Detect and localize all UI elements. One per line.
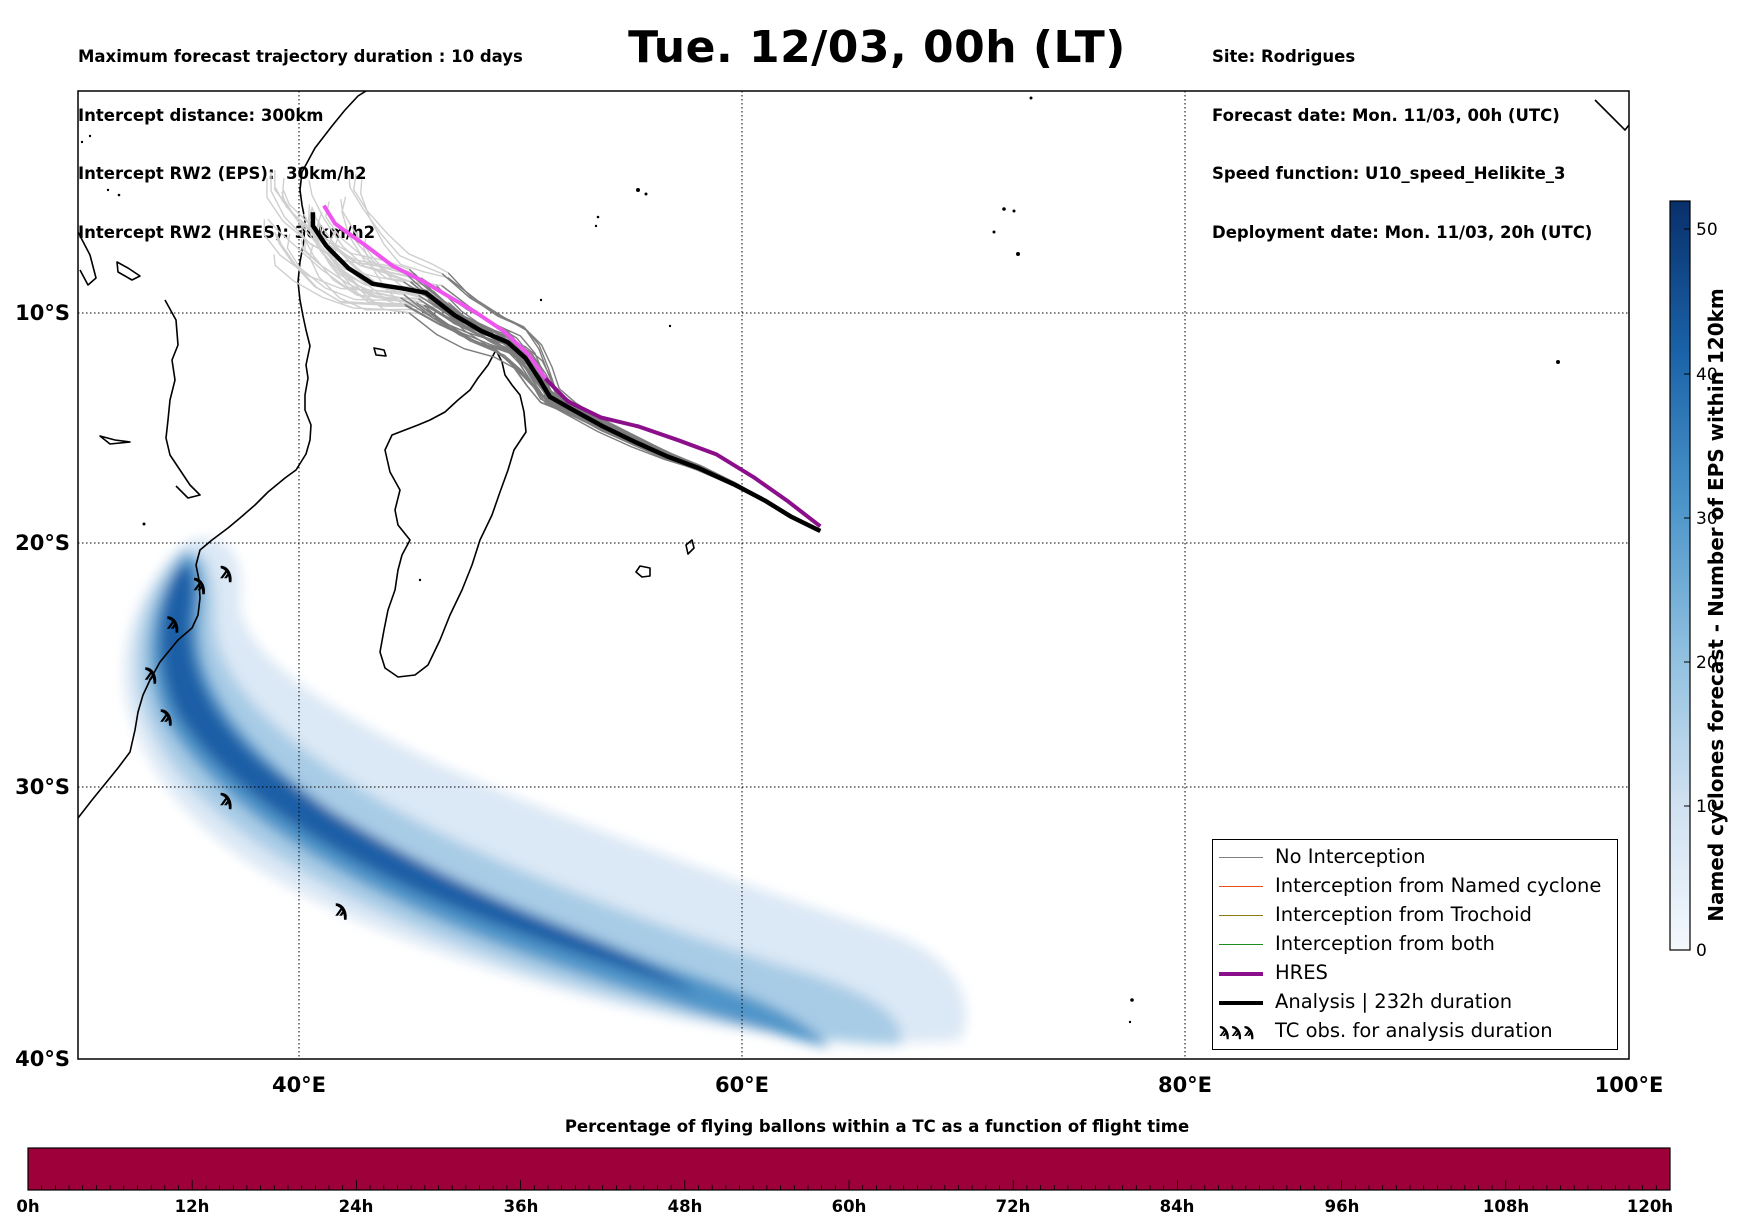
legend: No Interception Interception from Named …: [1212, 839, 1618, 1050]
flight-time-bar: 0h 12h 24h 36h 48h 60h 72h 84h 96h 108h …: [16, 1147, 1673, 1216]
lat-label-20s: 20°S: [15, 531, 70, 555]
colorbar-tick-50: 50: [1696, 220, 1718, 240]
hres-track-late: [322, 204, 548, 380]
legend-label: Interception from Named cyclone: [1275, 874, 1602, 897]
flight-time-bar-fill: [27, 1147, 1671, 1191]
lat-label-30s: 30°S: [15, 775, 70, 799]
intercept-distance-text: Intercept distance: 300km: [78, 105, 324, 125]
eps-member-early: [447, 277, 821, 532]
speed-function-text: Speed function: U10_speed_Helikite_3: [1212, 164, 1566, 183]
legend-item-named-cyclone: Interception from Named cyclone: [1213, 874, 1617, 898]
legend-label: Analysis | 232h duration: [1275, 990, 1513, 1013]
flight-tick-12h: 12h: [175, 1197, 210, 1216]
header-left-info: Maximum forecast trajectory duration : 1…: [78, 8, 523, 262]
tc-observation-icon: ϡ: [166, 610, 180, 635]
legend-item-hres: HRES: [1213, 961, 1617, 985]
eps-trajectories-early: [400, 268, 821, 532]
tc-observation-icon: ϡ: [160, 703, 174, 728]
legend-item-no-interception: No Interception: [1213, 845, 1617, 869]
map-frame: [77, 90, 1630, 1060]
flight-tick-84h: 84h: [1160, 1197, 1195, 1216]
legend-label: HRES: [1275, 961, 1328, 984]
eps-member-late: [341, 196, 471, 309]
eps-member-late: [276, 234, 440, 326]
hres-track-early: [544, 377, 822, 528]
eps-member-early: [404, 272, 821, 532]
eps-member-early: [439, 299, 821, 532]
flight-tick-108h: 108h: [1483, 1197, 1529, 1216]
legend-label: TC obs. for analysis duration: [1275, 1019, 1553, 1042]
cyclone-density-swath: [124, 538, 967, 1048]
flight-tick-36h: 36h: [504, 1197, 539, 1216]
eps-member-late: [313, 229, 455, 325]
eps-member-late: [274, 170, 438, 298]
analysis-track: [310, 212, 822, 534]
legend-item-trochoid: Interception from Trochoid: [1213, 903, 1617, 927]
tc-observation-icon: ϡ: [220, 559, 234, 584]
colorbar-tick-40: 40: [1696, 365, 1718, 385]
flight-tick-120h: 120h: [1627, 1197, 1673, 1216]
legend-label: Interception from both: [1275, 932, 1495, 955]
site-text: Site: Rodrigues: [1212, 47, 1356, 66]
flight-time-ticks: [27, 1180, 1671, 1190]
flight-tick-24h: 24h: [339, 1197, 374, 1216]
deployment-date-text: Deployment date: Mon. 11/03, 20h (UTC): [1212, 222, 1593, 242]
eps-member-late: [263, 219, 434, 319]
colorbar-label: Named cyclones forecast - Number of EPS …: [1704, 288, 1728, 922]
tc-symbol-icon: ϡϡϡ: [1219, 1020, 1256, 1041]
max-duration-text: Maximum forecast trajectory duration : 1…: [78, 47, 523, 66]
density-colorbar: 0 10 20 30 40 50: [1669, 200, 1718, 961]
lat-label-10s: 10°S: [15, 301, 70, 325]
lon-label-80e: 80°E: [1158, 1073, 1212, 1097]
legend-item-both: Interception from both: [1213, 932, 1617, 956]
eps-member-early: [447, 272, 821, 532]
flight-bar-title: Percentage of flying ballons within a TC…: [564, 1117, 1190, 1136]
colorbar-tick-30: 30: [1696, 509, 1718, 529]
eps-member-late: [348, 172, 471, 299]
legend-item-tc-obs: ϡϡϡ TC obs. for analysis duration: [1213, 1019, 1617, 1043]
page-title: Tue. 12/03, 00h (LT): [628, 22, 1126, 73]
tc-observation-icon: ϡ: [193, 571, 207, 596]
legend-item-analysis: Analysis | 232h duration: [1213, 990, 1617, 1014]
flight-tick-48h: 48h: [668, 1197, 703, 1216]
tc-observation-icon: ϡ: [335, 896, 349, 921]
density-colorbar-fill: [1669, 200, 1691, 951]
colorbar-tick-10: 10: [1696, 797, 1718, 817]
axis-labels: 10°S 20°S 30°S 40°S 40°E 60°E 80°E 100°E: [15, 301, 1663, 1097]
lon-label-40e: 40°E: [272, 1073, 326, 1097]
colorbar-tick-20: 20: [1696, 653, 1718, 673]
lon-label-60e: 60°E: [715, 1073, 769, 1097]
legend-label: Interception from Trochoid: [1275, 903, 1532, 926]
eps-member-late: [286, 233, 446, 326]
forecast-date-text: Forecast date: Mon. 11/03, 00h (UTC): [1212, 105, 1560, 125]
eps-member-early: [441, 273, 821, 532]
header-right-info: Site: Rodrigues Forecast date: Mon. 11/0…: [1212, 8, 1592, 262]
tc-observation-icon: ϡ: [220, 786, 234, 811]
eps-member-late: [352, 173, 474, 300]
flight-tick-72h: 72h: [996, 1197, 1031, 1216]
eps-member-early: [432, 290, 821, 532]
tc-observation-icon: ϡ: [144, 661, 158, 686]
eps-member-late: [273, 254, 438, 336]
legend-label: No Interception: [1275, 845, 1426, 868]
flight-tick-96h: 96h: [1325, 1197, 1360, 1216]
small-islands: [80, 96, 1560, 1024]
gridlines: [78, 91, 1629, 1059]
lat-label-40s: 40°S: [15, 1047, 70, 1071]
lon-label-100e: 100°E: [1595, 1073, 1664, 1097]
flight-tick-0h: 0h: [16, 1197, 39, 1216]
eps-member-early: [441, 284, 821, 532]
eps-member-late: [359, 179, 478, 301]
colorbar-tick-0: 0: [1696, 941, 1707, 961]
flight-tick-60h: 60h: [832, 1197, 867, 1216]
intercept-eps-text: Intercept RW2 (EPS): 30km/h2: [78, 164, 367, 183]
eps-trajectories-late: [263, 170, 480, 336]
